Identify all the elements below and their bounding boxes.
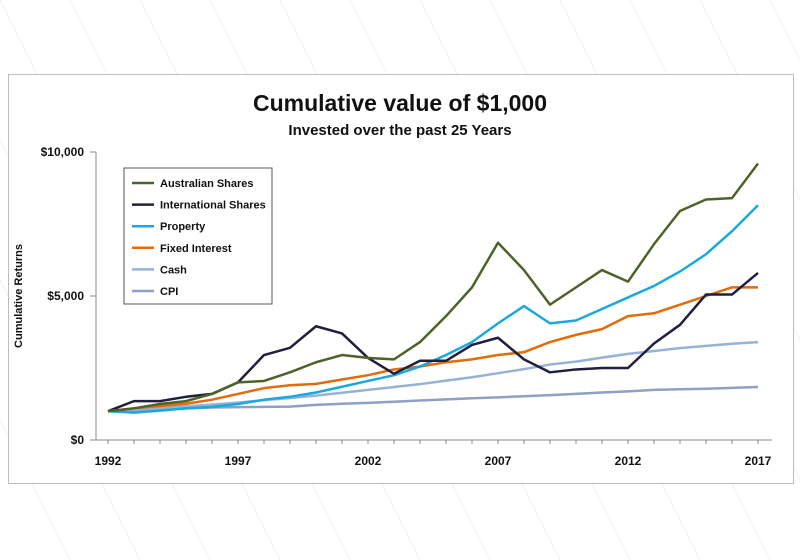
x-tick-label: 2017 [745,454,772,468]
chart-title: Cumulative value of $1,000 [252,90,547,116]
legend-label: CPI [160,286,178,298]
x-tick-label: 2012 [615,454,642,468]
legend-label: Fixed Interest [160,243,232,255]
x-tick-label: 1992 [95,454,122,468]
series-line-australian-shares [107,162,759,413]
y-tick-label: $0 [71,433,85,447]
x-tick-label: 2002 [355,454,382,468]
x-tick-label: 1997 [225,454,252,468]
legend-label: Property [160,221,206,233]
series-line-fixed-interest [107,286,758,413]
y-tick-label: $5,000 [47,289,84,303]
x-tick-label: 2007 [485,454,512,468]
chart-subtitle: Invested over the past 25 Years [288,122,512,139]
y-tick-label: $10,000 [41,145,85,159]
legend-box [123,167,273,305]
legend: Australian Shares International Shares Pro… [123,167,273,305]
legend-label: International Shares [160,200,266,212]
series-line-cash [107,340,759,413]
legend-label: Australian Shares [160,178,254,190]
legend-label: Cash [160,264,187,276]
